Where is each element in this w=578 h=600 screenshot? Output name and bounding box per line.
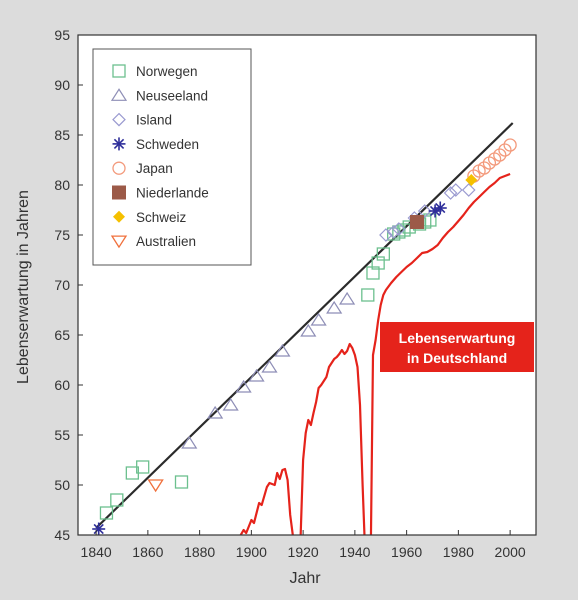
point-neuseeland	[222, 397, 239, 411]
legend: Norwegen Neuseeland Island Schweden Japan Nie…	[92, 48, 252, 266]
annotation-box	[380, 322, 534, 372]
x-axis-label: Jahr	[289, 570, 321, 587]
legend-marker-japan	[112, 161, 126, 175]
legend-marker-norwegen	[112, 64, 126, 78]
y-tick-label: 85	[54, 127, 70, 143]
point-norwegen	[371, 256, 385, 270]
x-tick-label: 1980	[443, 544, 474, 560]
y-tick-label: 55	[54, 427, 70, 443]
point-norwegen	[110, 493, 124, 507]
legend-marker-schweiz	[113, 210, 125, 223]
point-island	[417, 204, 432, 218]
point-australien	[147, 479, 164, 493]
point-neuseeland	[310, 312, 327, 326]
x-tick-label: 1840	[81, 544, 112, 560]
legend-label-schweden: Schweden	[136, 137, 199, 152]
point-norwegen	[376, 247, 390, 261]
point-norwegen	[174, 475, 189, 489]
point-japan	[503, 138, 517, 152]
y-tick-label: 80	[54, 177, 70, 193]
x-axis: 1840 1860 1880 1900 1920 1940 1960 1980 2000	[81, 530, 526, 560]
y-tick-label: 60	[54, 377, 70, 393]
y-tick-label: 65	[54, 327, 70, 343]
legend-box	[92, 48, 252, 266]
point-island	[443, 186, 458, 200]
point-schweiz	[465, 174, 478, 186]
x-tick-label: 1880	[184, 544, 215, 560]
y-tick-label: 95	[54, 27, 70, 43]
y-axis: 45 50 55 60 65 70 75 80 85 90 95	[54, 27, 83, 543]
point-schweden	[433, 201, 447, 215]
point-norwegen	[366, 266, 380, 280]
x-tick-label: 1920	[288, 544, 319, 560]
point-island	[386, 225, 401, 239]
legend-marker-schweden	[112, 137, 126, 151]
point-norwegen	[361, 288, 375, 302]
point-neuseeland	[339, 291, 356, 305]
point-neuseeland	[261, 359, 278, 373]
asterisk-stroke	[435, 202, 446, 214]
x-tick-label: 1900	[236, 544, 267, 560]
point-neuseeland	[300, 323, 317, 337]
germany-annotation: Lebenserwartung in Deutschland	[380, 322, 534, 372]
point-niederlande	[409, 215, 424, 229]
legend-label-australien: Australien	[136, 234, 196, 249]
y-tick-label: 90	[54, 77, 70, 93]
point-japan	[493, 148, 507, 162]
point-norwegen	[136, 460, 150, 474]
x-tick-label: 1940	[339, 544, 370, 560]
legend-label-island: Island	[136, 113, 172, 128]
legend-label-japan: Japan	[136, 161, 173, 176]
legend-label-norwegen: Norwegen	[136, 64, 198, 79]
x-tick-label: 1860	[132, 544, 163, 560]
asterisk-stroke	[113, 138, 125, 150]
y-tick-label: 45	[54, 527, 70, 543]
y-tick-label: 70	[54, 277, 70, 293]
legend-marker-niederlande	[112, 185, 126, 200]
legend-label-neuseeland: Neuseeland	[136, 88, 208, 103]
point-norwegen	[99, 506, 114, 520]
point-japan	[498, 143, 512, 157]
y-tick-label: 75	[54, 227, 70, 243]
annotation-line-2: in Deutschland	[407, 350, 507, 366]
germany-life-expectancy-line	[239, 172, 511, 535]
point-neuseeland	[235, 379, 252, 393]
annotation-line-1: Lebenserwartung	[399, 330, 516, 346]
point-neuseeland	[207, 405, 224, 419]
point-neuseeland	[248, 368, 265, 382]
legend-marker-island	[112, 112, 126, 127]
y-tick-label: 50	[54, 477, 70, 493]
legend-label-schweiz: Schweiz	[136, 210, 187, 225]
x-tick-label: 2000	[495, 544, 526, 560]
point-island	[379, 228, 393, 242]
point-neuseeland	[181, 435, 198, 449]
point-island	[448, 183, 463, 197]
point-island	[392, 222, 406, 236]
point-norwegen	[392, 225, 406, 239]
legend-marker-australien	[110, 235, 128, 249]
legend-label-niederlande: Niederlande	[136, 186, 209, 201]
trend-line	[95, 122, 514, 529]
point-schweden	[92, 522, 106, 535]
y-axis-label: Lebenserwartung in Jahren	[15, 190, 32, 384]
x-tick-label: 1960	[391, 544, 422, 560]
point-neuseeland	[274, 343, 291, 357]
point-neuseeland	[326, 300, 343, 314]
legend-marker-neuseeland	[110, 88, 128, 101]
point-island	[461, 183, 476, 197]
data-points	[92, 138, 517, 535]
point-japan	[477, 161, 491, 175]
